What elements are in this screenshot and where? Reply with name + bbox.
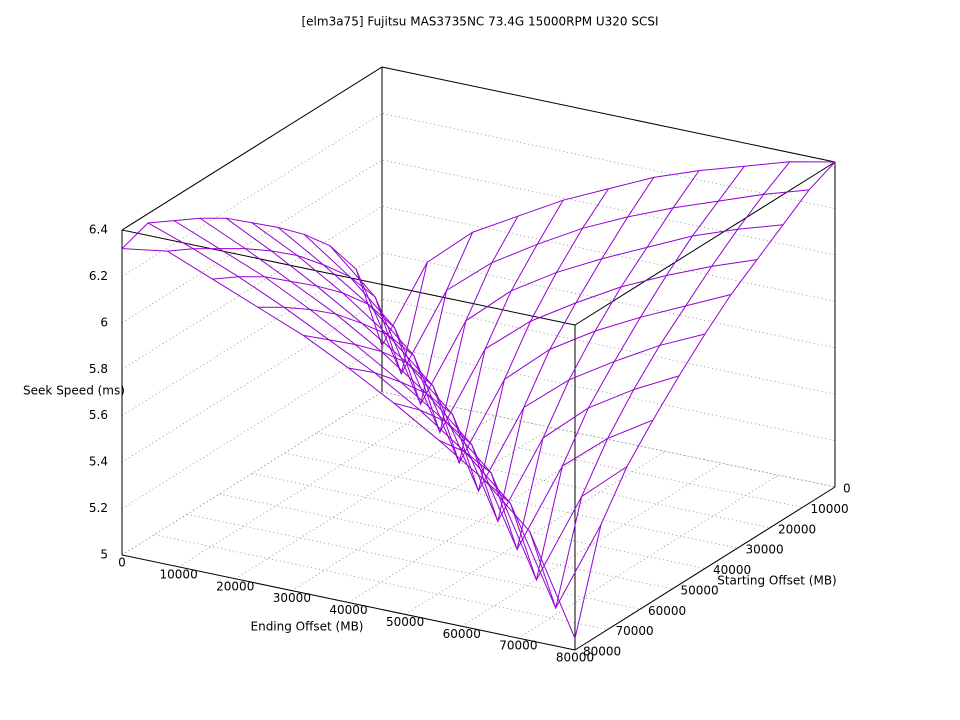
mesh-line [438,170,700,552]
x-tick-label: 60000 [443,627,481,641]
x-tick-label: 70000 [499,639,537,653]
mesh-line [257,215,519,435]
z-tick-label: 5.6 [89,408,108,422]
mesh-line [303,233,758,434]
mesh-line [199,217,654,551]
mesh-line [167,248,428,376]
x-tick-label: 20000 [216,579,254,593]
mesh-line [484,165,745,582]
box-edge [574,486,836,651]
y-tick-label: 70000 [616,624,654,638]
grid-line [251,473,706,569]
mesh-line [225,217,680,523]
y-tick-label: 80000 [583,645,621,659]
x-axis-label: Ending Offset (MB) [251,620,364,634]
y-tick-label: 40000 [713,563,751,577]
grid-line [178,403,439,568]
z-tick-label: 5.2 [89,501,108,515]
grid-line [284,452,738,549]
grid-line [461,462,722,627]
mesh-line [393,177,655,524]
x-tick-label: 0 [118,556,126,570]
z-tick-label: 6.2 [89,269,108,283]
z-tick-label: 6 [100,315,108,329]
x-tick-label: 50000 [386,615,424,629]
box-edge [121,554,576,651]
mesh-line [303,199,564,465]
y-tick-label: 0 [843,482,851,496]
x-tick-label: 80000 [556,651,594,665]
z-tick-label: 5 [100,548,108,562]
mesh-line [212,232,474,406]
y-tick-label: 20000 [778,522,816,536]
y-axis-label: Starting Offset (MB) [717,574,837,588]
grid-line [121,66,836,231]
z-axis-label: Seek Speed (ms) [23,384,125,398]
z-tick-label: 6.4 [89,223,108,237]
y-tick-label: 60000 [648,604,686,618]
mesh-line [348,188,609,493]
y-tick-label: 10000 [811,502,849,516]
x-tick-label: 40000 [329,603,367,617]
grid-line [219,493,673,590]
grid-line [121,252,836,417]
box-edge [121,229,576,326]
grid-line [316,432,771,529]
box-edge [381,66,836,163]
y-tick-label: 30000 [746,543,784,557]
chart-title: [elm3a75] Fujitsu MAS3735NC 73.4G 15000R… [301,15,658,29]
z-tick-label: 5.4 [89,455,108,469]
grid-line [404,451,666,615]
x-tick-label: 30000 [273,591,311,605]
mesh-line [529,161,791,610]
z-tick-label: 5.8 [89,362,108,376]
mesh-line [329,224,784,406]
box-edge [121,66,383,231]
y-tick-label: 50000 [681,583,719,597]
mesh-line [121,217,383,346]
x-tick-label: 10000 [160,567,198,581]
mesh-line [574,161,836,639]
box-edge [574,161,836,326]
grid-line [121,298,836,463]
